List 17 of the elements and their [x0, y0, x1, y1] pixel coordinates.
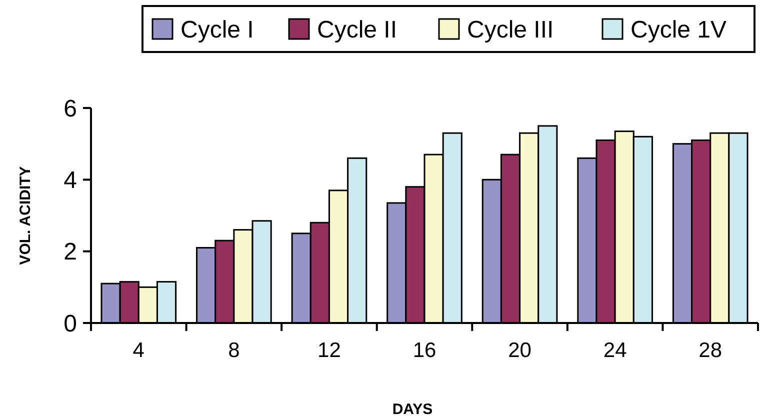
x-tick-label: 20: [508, 339, 532, 362]
x-tick-label: 16: [412, 339, 436, 362]
x-tick-label: 28: [698, 339, 722, 362]
y-tick-label: 4: [64, 167, 77, 194]
x-tick-label: 24: [603, 339, 628, 362]
y-axis-title: VOL. ACIDITY: [17, 166, 34, 265]
y-tick-label: 0: [64, 310, 77, 338]
y-tick-label: 2: [64, 238, 77, 266]
x-tick-label: 12: [318, 339, 341, 362]
legend-label: Cycle III: [467, 16, 554, 44]
x-axis-title: DAYS: [392, 401, 433, 416]
x-tick-label: 8: [228, 339, 240, 362]
x-tick-label: 4: [132, 339, 145, 362]
legend-label: Cycle II: [317, 16, 398, 44]
legend-label: Cycle I: [180, 16, 254, 44]
legend-label: Cycle 1V: [630, 16, 727, 44]
y-tick-label: 6: [64, 95, 77, 122]
